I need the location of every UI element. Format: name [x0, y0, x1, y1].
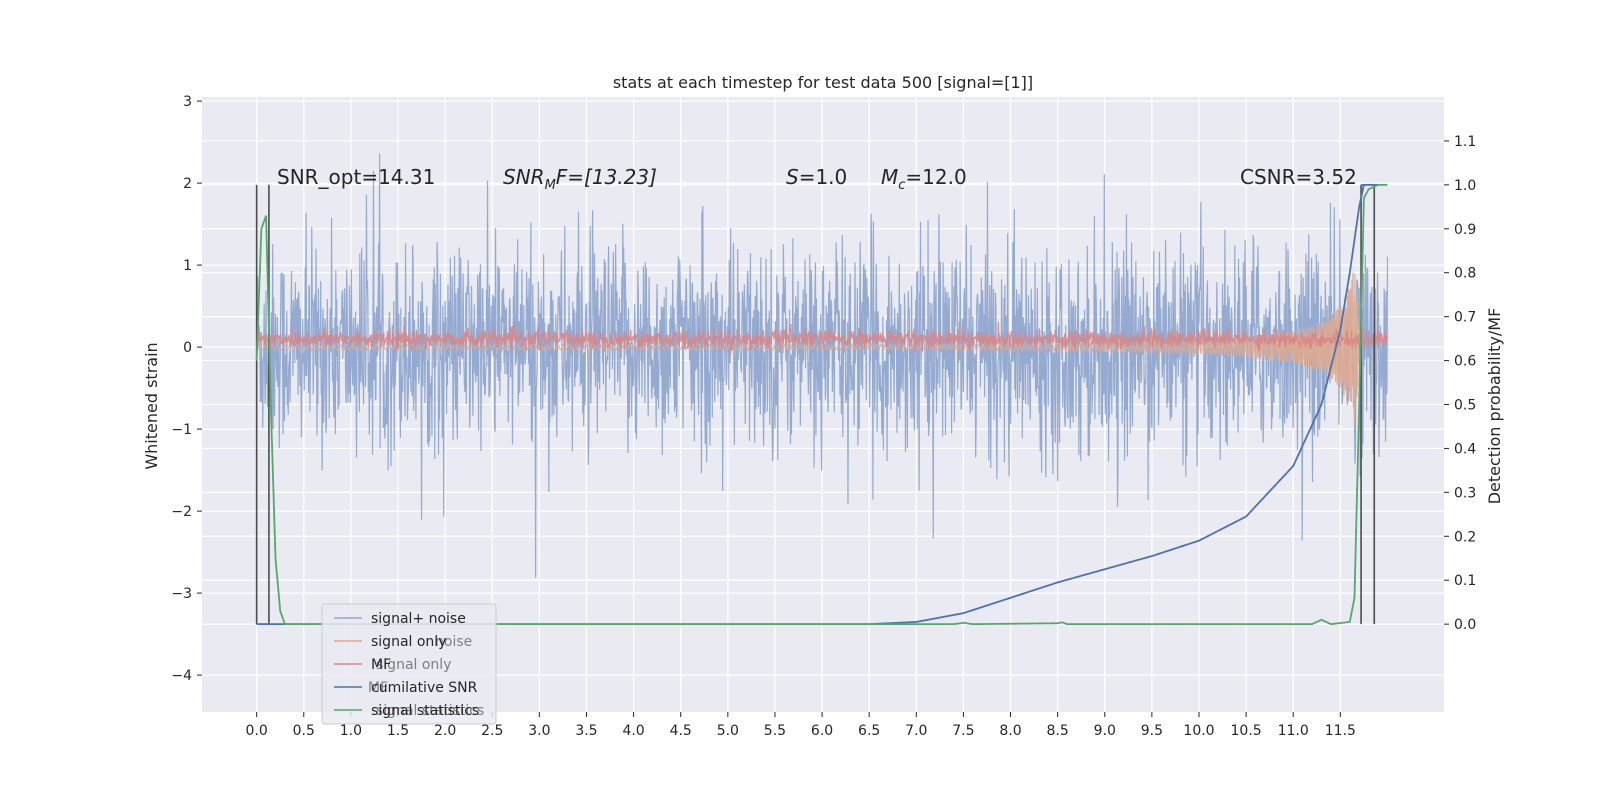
y-axis-ticks: 3 2 1 0 −1 −2 −3 −4 — [171, 94, 202, 684]
y2-tick-label-10: 1.0 — [1454, 178, 1476, 194]
annotation-mc: Mc=12.0 — [881, 165, 967, 193]
y-tick-label-1: 2 — [183, 176, 192, 192]
y2-tick-label-3: 0.3 — [1454, 485, 1476, 501]
x-tick-label-2: 1.0 — [340, 723, 362, 739]
x-tick-label-19: 9.5 — [1141, 723, 1163, 739]
x-tick-label-21: 10.5 — [1231, 723, 1262, 739]
vertical-markers — [255, 184, 1376, 625]
x-tick-label-7: 3.5 — [575, 723, 597, 739]
annotation-snr-mf-rest: F=[13.23] — [556, 165, 657, 189]
legend-box — [321, 603, 497, 725]
legend-ghost-mf: MF — [368, 680, 388, 696]
y-tick-label-0: 3 — [183, 94, 192, 110]
x-tick-label-6: 3.0 — [528, 723, 550, 739]
series-signal-plus-noise — [256, 153, 1389, 578]
series-signal-only — [256, 272, 1360, 426]
y-tick-label-4: −1 — [171, 422, 192, 438]
x-tick-label-10: 5.0 — [717, 723, 739, 739]
y-tick-label-3: 0 — [183, 340, 192, 356]
y2-tick-label-4: 0.4 — [1454, 441, 1476, 457]
legend-label-mf: MF — [371, 657, 391, 673]
x-tick-label-16: 8.0 — [999, 723, 1021, 739]
annotation-mc-sub: c — [898, 178, 905, 193]
y2-tick-label-7: 0.7 — [1454, 310, 1476, 326]
y2-tick-label-5: 0.5 — [1454, 398, 1476, 414]
x-tick-label-18: 9.0 — [1094, 723, 1116, 739]
mf-line — [256, 321, 1389, 355]
x-tick-label-4: 2.0 — [434, 723, 456, 739]
series-mf — [256, 321, 1389, 355]
x-tick-label-15: 7.5 — [952, 723, 974, 739]
x-tick-label-11: 5.5 — [764, 723, 786, 739]
legend-ghost-signal-only: signal only — [376, 657, 451, 673]
chart-title: stats at each timestep for test data 500… — [613, 73, 1033, 92]
legend-ghost-noise: noise — [435, 634, 472, 650]
y2-axis-label: Detection probability/MF — [1485, 308, 1504, 505]
x-tick-label-5: 2.5 — [481, 723, 503, 739]
x-tick-label-17: 8.5 — [1047, 723, 1069, 739]
annotation-mc-rest: =12.0 — [905, 165, 966, 189]
y-tick-label-5: −2 — [171, 504, 192, 520]
annotation-mc-main: M — [881, 165, 898, 189]
x-tick-label-22: 11.0 — [1278, 723, 1309, 739]
x-tick-label-0: 0.0 — [246, 723, 268, 739]
y-tick-label-7: −4 — [171, 668, 192, 684]
annotation-snr-mf: SNRMF=[13.23] — [503, 165, 657, 193]
annotation-snr-opt: SNR_opt=14.31 — [277, 165, 435, 189]
signal-plus-noise-line — [256, 153, 1389, 578]
annotation-s-main: S — [786, 165, 799, 189]
legend-label-signal-statistics: signal statistics — [371, 703, 479, 719]
y2-axis-ticks: 0.0 0.1 0.2 0.3 0.4 0.5 0.6 0.7 0.8 0.9 1.0 1.1 — [1444, 134, 1476, 633]
y-axis-label: Whitened strain — [142, 342, 161, 469]
x-tick-label-3: 1.5 — [387, 723, 409, 739]
y2-tick-label-9: 0.9 — [1454, 222, 1476, 238]
legend-label-signal-only: signal only — [371, 634, 446, 650]
y2-tick-label-1: 0.1 — [1454, 573, 1476, 589]
x-tick-label-13: 6.5 — [858, 723, 880, 739]
x-tick-label-1: 0.5 — [293, 723, 315, 739]
y2-tick-label-6: 0.6 — [1454, 354, 1476, 370]
signal-only-line — [256, 272, 1360, 426]
x-tick-label-12: 6.0 — [811, 723, 833, 739]
annotation-snr-mf-sub: M — [545, 178, 556, 193]
y2-tick-label-2: 0.2 — [1454, 529, 1476, 545]
x-tick-label-23: 11.5 — [1325, 723, 1356, 739]
annotation-snr-mf-main: SNR — [503, 165, 545, 189]
y-tick-label-6: −3 — [171, 586, 192, 602]
x-axis-ticks: 0.0 0.5 1.0 1.5 2.0 2.5 3.0 3.5 4.0 4.5 5.0 5.5 6.0 6… — [246, 712, 1356, 739]
annotation-csnr: CSNR=3.52 — [1240, 165, 1357, 189]
y2-tick-label-0: 0.0 — [1454, 617, 1476, 633]
x-tick-label-14: 7.0 — [905, 723, 927, 739]
y2-tick-label-8: 0.8 — [1454, 266, 1476, 282]
legend-label-signal-plus-noise: signal+ noise — [371, 611, 466, 627]
x-tick-label-20: 10.0 — [1183, 723, 1214, 739]
x-tick-label-9: 4.5 — [670, 723, 692, 739]
y2-tick-label-11: 1.1 — [1454, 134, 1476, 150]
x-tick-label-8: 4.0 — [622, 723, 644, 739]
legend: noise signal only MF signal statistics s… — [321, 603, 497, 725]
y-tick-label-2: 1 — [183, 258, 192, 274]
annotation-s-rest: =1.0 — [799, 165, 848, 189]
legend-label-cumulative-snr: cumilative SNR — [371, 680, 478, 696]
legend-ghost-signal-statistics: signal statistics — [376, 703, 484, 719]
annotation-s: S=1.0 — [786, 165, 847, 189]
